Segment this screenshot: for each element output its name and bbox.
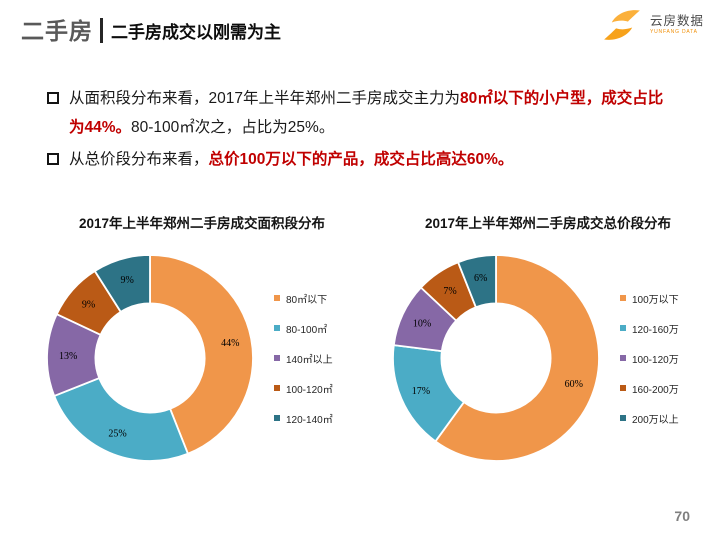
legend-label: 80㎡以下 <box>286 294 328 306</box>
legend-item: 140㎡以上 <box>274 351 333 366</box>
donut-slice-5 <box>93 254 151 314</box>
legend-marker-icon <box>620 415 626 421</box>
legend-marker-icon <box>274 385 280 391</box>
chart-legend: 100万以下 120-160万 100-120万 160-200万 200万以上 <box>620 291 679 426</box>
legend-label: 200万以上 <box>632 414 679 426</box>
legend-item: 160-200万 <box>620 381 679 396</box>
slice-value-label: 25% <box>108 429 126 440</box>
section-title: 二手房 <box>21 18 93 44</box>
legend-label: 120-140㎡ <box>286 414 333 426</box>
slice-value-label: 44% <box>221 338 239 349</box>
slice-value-label: 10% <box>413 319 431 330</box>
yunfang-logo-icon <box>604 10 640 40</box>
legend-marker-icon <box>274 355 280 361</box>
donut-slice-2 <box>53 376 190 462</box>
bullet-text-segment: 80-100㎡次之，占比为25%。 <box>131 119 335 136</box>
chart-panel-area-distribution: 2017年上半年郑州二手房成交面积段分布 44% 25% 13% 9% 9% 80㎡以下… <box>40 203 364 468</box>
slide-header: 二手房 二手房成交以刚需为主 <box>21 12 281 46</box>
legend-item: 100-120㎡ <box>274 381 333 396</box>
donut-slice-1 <box>434 254 600 462</box>
legend-marker-icon <box>620 385 626 391</box>
bullet-text-segment: 从总价段分布来看， <box>69 151 209 168</box>
bullet-text-emphasis: 总价100万以下的产品，成交占比高达60%。 <box>208 151 514 168</box>
bullet-item-area: 从面积段分布来看，2017年上半年郑州二手房成交主力为80㎡以下的小户型，成交占… <box>47 84 677 142</box>
legend-marker-icon <box>620 295 626 301</box>
page-number: 70 <box>674 508 690 524</box>
slice-value-label: 9% <box>82 299 95 310</box>
bullet-square-icon <box>47 92 59 104</box>
legend-item: 100-120万 <box>620 351 679 366</box>
legend-label: 140㎡以上 <box>286 354 333 366</box>
bullet-list: 从面积段分布来看，2017年上半年郑州二手房成交主力为80㎡以下的小户型，成交占… <box>47 84 677 177</box>
slice-value-label: 17% <box>412 386 430 397</box>
chart-title: 2017年上半年郑州二手房成交总价段分布 <box>424 216 672 231</box>
logo-subtext: YUNFANG DATA <box>649 28 698 35</box>
charts-row: 2017年上半年郑州二手房成交面积段分布 44% 25% 13% 9% 9% 80㎡以下… <box>40 203 710 468</box>
slide-title: 二手房成交以刚需为主 <box>111 23 281 42</box>
chart-body: 44% 25% 13% 9% 9% 80㎡以下 80-100㎡ 140㎡以上 100-120㎡… <box>40 248 364 468</box>
legend-item: 200万以上 <box>620 411 679 426</box>
chart-legend: 80㎡以下 80-100㎡ 140㎡以上 100-120㎡ 120-140㎡ <box>274 291 333 426</box>
logo-text: 云房数据 YUNFANG DATA <box>650 15 704 35</box>
legend-item: 120-140㎡ <box>274 411 333 426</box>
chart-panel-price-distribution: 2017年上半年郑州二手房成交总价段分布 60% 17% 10% 7% 6% 100万以… <box>386 203 710 468</box>
legend-label: 100-120万 <box>632 354 679 366</box>
legend-label: 100万以下 <box>632 294 679 306</box>
chart-body: 60% 17% 10% 7% 6% 100万以下 120-160万 100-120万 160-… <box>386 248 710 468</box>
bullet-square-icon <box>47 153 59 165</box>
donut-slice-5 <box>456 254 497 309</box>
bullet-item-price: 从总价段分布来看，总价100万以下的产品，成交占比高达60%。 <box>47 145 677 174</box>
legend-marker-icon <box>274 415 280 421</box>
donut-slice-1 <box>149 254 254 455</box>
slice-value-label: 9% <box>121 275 134 286</box>
bullet-text-segment: 从面积段分布来看，2017年上半年郑州二手房成交主力为 <box>69 90 460 107</box>
legend-label: 160-200万 <box>632 384 679 396</box>
chart-title: 2017年上半年郑州二手房成交面积段分布 <box>78 216 326 231</box>
legend-label: 120-160万 <box>632 324 679 336</box>
legend-item: 120-160万 <box>620 321 679 336</box>
legend-item: 80-100㎡ <box>274 321 333 336</box>
slice-value-label: 60% <box>565 379 583 390</box>
legend-label: 80-100㎡ <box>286 324 328 336</box>
donut-chart-area: 44% 25% 13% 9% 9% <box>46 254 254 462</box>
slice-value-label: 6% <box>474 273 487 284</box>
legend-item: 80㎡以下 <box>274 291 333 306</box>
logo-name: 云房数据 <box>649 14 704 29</box>
legend-marker-icon <box>620 325 626 331</box>
legend-marker-icon <box>274 295 280 301</box>
header-divider <box>100 17 103 43</box>
company-logo: 云房数据 YUNFANG DATA <box>599 8 704 42</box>
legend-marker-icon <box>274 325 280 331</box>
legend-marker-icon <box>620 355 626 361</box>
bullet-text-emphasis: 80㎡以下的小户型，成交占比为44%。 <box>69 90 664 136</box>
slice-value-label: 13% <box>59 351 77 362</box>
legend-item: 100万以下 <box>620 291 679 306</box>
legend-label: 100-120㎡ <box>286 384 333 396</box>
slice-value-label: 7% <box>443 286 456 297</box>
donut-chart-price: 60% 17% 10% 7% 6% <box>392 254 600 462</box>
